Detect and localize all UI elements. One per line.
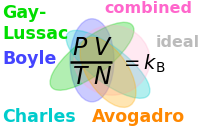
Text: $V$: $V$ [93, 36, 112, 60]
Ellipse shape [50, 22, 134, 90]
Text: $N$: $N$ [93, 65, 112, 89]
Text: $= k_\mathrm{B}$: $= k_\mathrm{B}$ [120, 53, 166, 75]
Text: Avogadro: Avogadro [92, 108, 185, 126]
Ellipse shape [80, 37, 136, 107]
Text: ideal: ideal [156, 35, 200, 50]
Text: Boyle: Boyle [2, 50, 56, 68]
Text: $P$: $P$ [72, 36, 89, 60]
Ellipse shape [70, 19, 114, 102]
Text: $T$: $T$ [72, 65, 90, 89]
Text: combined: combined [104, 1, 192, 16]
Ellipse shape [66, 30, 150, 98]
Ellipse shape [74, 25, 150, 95]
Text: Gay-
Lussac: Gay- Lussac [2, 4, 68, 43]
Text: Charles: Charles [2, 108, 76, 126]
